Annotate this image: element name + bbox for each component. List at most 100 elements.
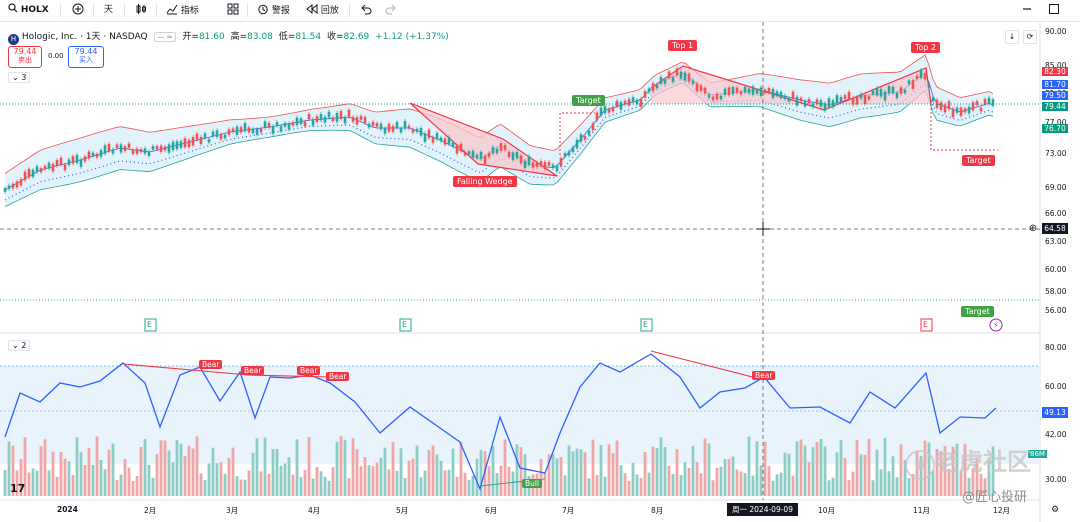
top-toolbar: HOLX 天 指标 警报 回放 [0, 0, 1080, 22]
volume-bar [827, 480, 831, 496]
volume-bar [659, 437, 663, 496]
osc-tick: 80.00 [1045, 343, 1067, 352]
volume-bar [903, 460, 907, 496]
buy-price: 79.44 [74, 47, 98, 56]
bear-divergence-2 [650, 350, 765, 381]
minimize-button[interactable] [1021, 3, 1033, 18]
volume-bar [259, 471, 263, 496]
volume-bar [539, 459, 543, 496]
volume-bar [959, 470, 963, 496]
chart-canvas[interactable]: ⚡ [0, 22, 1080, 522]
volume-bar [939, 451, 943, 496]
earnings-letter: E [147, 320, 153, 329]
interval-button[interactable]: 天 [104, 5, 114, 15]
volume-bar [507, 466, 511, 496]
earnings-marker[interactable] [144, 318, 157, 332]
maximize-button[interactable] [1048, 3, 1060, 18]
scroll-down-button[interactable]: ↓ [1005, 30, 1019, 44]
open-label: 开= [182, 32, 199, 42]
redo-button[interactable] [385, 3, 397, 18]
volume-bar [347, 478, 351, 496]
volume-bar [291, 474, 295, 496]
volume-bar [775, 474, 779, 496]
volume-bar [835, 452, 839, 496]
close-label: 收= [326, 32, 344, 42]
bear-label[interactable]: Bear [752, 371, 776, 380]
bollinger-lower [4, 82, 994, 207]
undo-button[interactable] [360, 3, 372, 18]
volume-bar [987, 457, 991, 496]
layout-button[interactable] [227, 3, 239, 18]
toolbar-divider [124, 4, 125, 17]
volume-bar [379, 457, 383, 496]
sell-button[interactable]: 79.44 卖出 [8, 46, 42, 68]
volume-bar [247, 470, 251, 496]
symbol-search-button[interactable]: HOLX [8, 3, 49, 18]
volume-bar [931, 470, 935, 496]
low-value: 81.54 [295, 32, 322, 42]
bear-label[interactable]: Bear [297, 366, 321, 375]
volume-bar [319, 471, 323, 496]
earnings-marker[interactable] [640, 318, 653, 332]
volume-bar [363, 457, 367, 496]
volume-bar [735, 469, 739, 496]
volume-bar [111, 443, 115, 496]
volume-bar [419, 477, 423, 496]
target-label-3[interactable]: Target [961, 306, 994, 317]
add-symbol-button[interactable] [72, 3, 84, 18]
volume-bar [203, 480, 207, 496]
target-label-1[interactable]: Target [572, 95, 605, 106]
volume-bar [907, 478, 911, 496]
earnings-marker[interactable] [399, 318, 412, 332]
bear-label[interactable]: Bear [326, 372, 350, 381]
bear-divergence-1 [122, 363, 332, 378]
volume-bar [267, 473, 271, 496]
replay-button[interactable]: 回放 [306, 3, 339, 18]
chart-type-button[interactable] [135, 3, 147, 18]
tradingview-logo[interactable]: 17 [10, 482, 26, 495]
earnings-letter: E [643, 320, 649, 329]
osc-indicators-toggle[interactable]: ⌄ 2 [8, 340, 31, 351]
buy-button[interactable]: 79.44 买入 [68, 46, 104, 68]
volume-bar [431, 445, 435, 496]
volume-bar [303, 470, 307, 496]
volume-bar [59, 451, 63, 496]
add-alert-icon[interactable]: ⊕ [1028, 223, 1038, 234]
volume-bar [551, 453, 555, 496]
alert-button[interactable]: 警报 [257, 3, 290, 18]
volume-bar [627, 480, 631, 496]
bull-label[interactable]: Bull [522, 479, 543, 488]
volume-bar [371, 466, 375, 496]
top1-label[interactable]: Top 1 [668, 40, 698, 51]
indicators-toggle[interactable]: ⌄ 3 [8, 72, 31, 83]
top2-label[interactable]: Top 2 [911, 42, 941, 53]
reset-view-button[interactable]: ⟳ [1023, 30, 1037, 44]
volume-bar [963, 443, 967, 496]
volume-bar [815, 442, 819, 496]
legend-title[interactable]: Hologic, Inc. · 1天 · NASDAQ [21, 32, 148, 42]
volume-bar [143, 439, 147, 496]
volume-bar [979, 473, 983, 496]
time-tick: 2月 [144, 506, 157, 515]
volume-bar [307, 437, 311, 496]
bear-label[interactable]: Bear [199, 360, 223, 369]
time-tick: 4月 [308, 506, 321, 515]
time-tick: 12月 [993, 506, 1011, 515]
earnings-marker[interactable] [920, 318, 933, 332]
volume-bar [519, 447, 523, 496]
volume-bar [951, 446, 955, 496]
falling-wedge-label[interactable]: Falling Wedge [453, 176, 517, 187]
settings-gear-icon[interactable]: ⚙ [1051, 505, 1060, 515]
volume-bar [639, 477, 643, 496]
volume-bar [555, 458, 559, 496]
volume-bar [603, 476, 607, 496]
volume-bar [579, 449, 583, 496]
volume-bar [947, 468, 951, 496]
bear-label[interactable]: Bear [241, 366, 265, 375]
volume-bar [39, 446, 43, 496]
volume-bar [843, 458, 847, 496]
dividend-marker[interactable] [989, 318, 1003, 332]
indicators-button[interactable]: 指标 [166, 3, 199, 18]
target-label-2[interactable]: Target [962, 155, 995, 166]
legend-collapse-icon[interactable]: — ≈ [154, 32, 176, 42]
